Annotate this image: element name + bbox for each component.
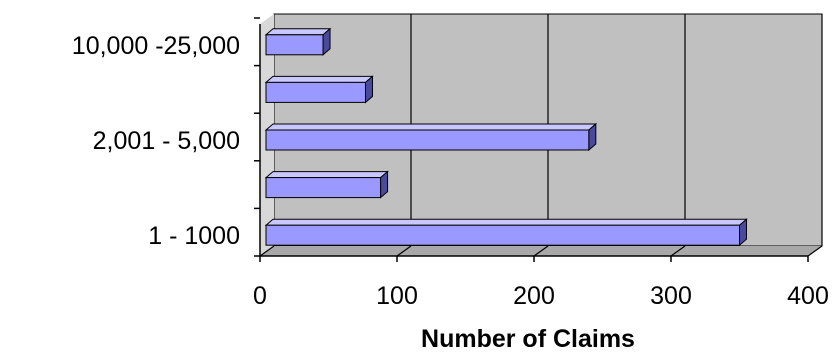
- y-axis: 1 - 1000 2,001 - 5,000 10,000 -25,000: [72, 17, 261, 257]
- bar-front: [265, 129, 590, 151]
- bar-front: [265, 177, 382, 199]
- x-axis-title: Number of Claims: [421, 325, 635, 353]
- floor-gridline: [396, 245, 412, 257]
- floor-gridline: [259, 245, 275, 257]
- y-tick-label: 10,000 -25,000: [72, 32, 240, 60]
- x-tick-label: 200: [513, 282, 555, 310]
- bar-front: [265, 224, 740, 246]
- bar-top: [264, 28, 332, 36]
- y-tick-label: 2,001 - 5,000: [93, 127, 240, 155]
- floor-gridline: [533, 245, 549, 257]
- x-tick-label: 0: [253, 282, 267, 310]
- x-tick-label: 100: [376, 282, 418, 310]
- floor-gridline: [807, 245, 823, 257]
- y-tick-label: 1 - 1000: [148, 222, 240, 250]
- bar: [264, 75, 374, 104]
- bar-front: [265, 81, 366, 103]
- bar: [264, 170, 389, 199]
- bars: [264, 27, 748, 247]
- bar-top: [264, 218, 748, 226]
- bar-top: [264, 171, 389, 179]
- bar-top: [264, 75, 374, 83]
- bar-top: [264, 123, 598, 131]
- bar: [264, 122, 598, 152]
- x-tick-label: 300: [650, 282, 692, 310]
- bar-front: [265, 34, 324, 56]
- floor-gridline: [670, 245, 686, 257]
- gridlines: [259, 14, 823, 257]
- bar: [264, 218, 748, 247]
- x-tick-label: 400: [787, 282, 829, 310]
- x-axis: 0 100 200 300 400: [253, 255, 829, 310]
- bar: [264, 27, 332, 56]
